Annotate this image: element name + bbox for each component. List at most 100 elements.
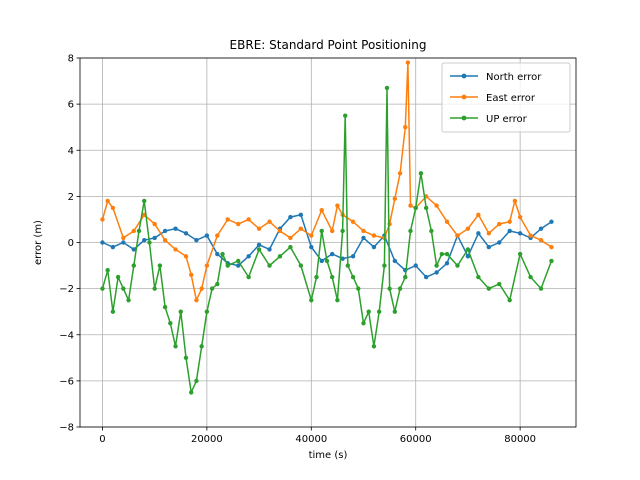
data-point <box>528 233 533 238</box>
data-point <box>350 274 356 280</box>
data-point <box>204 263 210 268</box>
data-point <box>288 214 293 220</box>
y-tick-label: 6 <box>68 100 74 111</box>
data-point <box>152 286 157 291</box>
data-point <box>329 251 335 257</box>
data-point <box>413 263 418 268</box>
data-point <box>100 286 105 291</box>
data-point <box>413 205 418 211</box>
data-point <box>486 286 492 291</box>
y-tick-label: −2 <box>59 284 74 295</box>
data-point <box>403 124 408 130</box>
data-point <box>538 237 544 243</box>
data-point <box>199 286 204 291</box>
data-point <box>246 217 251 222</box>
data-point <box>382 263 387 268</box>
y-tick-label: −6 <box>59 376 74 387</box>
data-point <box>549 258 554 264</box>
y-tick-label: 0 <box>68 238 74 249</box>
data-point <box>434 263 439 268</box>
data-point <box>194 297 199 303</box>
data-point <box>392 196 398 201</box>
data-point <box>486 244 492 250</box>
data-point <box>350 219 356 224</box>
legend-marker <box>461 115 467 121</box>
data-point <box>319 228 324 234</box>
data-point <box>486 231 492 236</box>
legend-label: UP error <box>486 114 528 125</box>
data-point <box>152 221 157 227</box>
data-point <box>434 270 439 275</box>
y-tick-label: 2 <box>68 192 74 203</box>
data-point <box>507 297 512 303</box>
data-point <box>131 247 136 252</box>
data-point <box>136 228 142 234</box>
data-point <box>366 309 371 314</box>
data-point <box>387 286 392 291</box>
data-point <box>423 205 429 211</box>
data-point <box>345 263 351 268</box>
data-point <box>225 217 230 222</box>
data-point <box>434 203 439 208</box>
data-point <box>121 235 126 241</box>
series-up-error <box>100 85 554 396</box>
data-point <box>215 251 220 257</box>
data-point <box>110 309 116 314</box>
data-point <box>267 247 272 252</box>
data-point <box>194 378 199 384</box>
x-axis-label: time (s) <box>309 450 348 461</box>
data-point <box>517 231 523 236</box>
series-east-error <box>100 60 554 303</box>
y-tick-label: −8 <box>59 423 74 434</box>
data-point <box>199 344 204 349</box>
data-point <box>335 203 340 208</box>
data-point <box>392 258 398 264</box>
data-point <box>189 272 194 277</box>
data-point <box>131 263 136 268</box>
data-point <box>324 258 330 264</box>
data-point <box>168 321 173 326</box>
data-point <box>183 254 189 259</box>
data-point <box>423 274 429 280</box>
data-point <box>319 208 324 213</box>
data-point <box>512 198 518 204</box>
data-point <box>100 240 105 245</box>
data-point <box>131 228 136 234</box>
data-point <box>309 297 314 303</box>
data-point <box>288 235 293 241</box>
data-point <box>246 254 251 259</box>
data-point <box>376 309 382 314</box>
data-point <box>314 274 319 280</box>
data-point <box>162 228 168 234</box>
data-point <box>157 263 163 268</box>
data-point <box>183 355 189 361</box>
data-point <box>173 247 178 252</box>
data-point <box>215 281 220 287</box>
data-point <box>115 274 121 280</box>
data-point <box>455 233 460 238</box>
data-point <box>455 263 460 268</box>
data-point <box>340 228 345 234</box>
data-point <box>110 205 116 211</box>
data-point <box>343 113 348 118</box>
legend-label: East error <box>486 93 536 104</box>
data-point <box>361 235 366 241</box>
data-point <box>309 233 314 238</box>
data-point <box>235 221 241 227</box>
data-point <box>267 263 272 268</box>
legend-marker <box>461 73 467 79</box>
data-point <box>444 251 450 257</box>
data-point <box>298 263 304 268</box>
data-point <box>403 274 408 280</box>
x-tick-label: 60000 <box>400 434 432 445</box>
data-point <box>277 228 283 234</box>
data-point <box>476 274 481 280</box>
data-point <box>204 233 210 238</box>
data-point <box>100 217 105 222</box>
data-point <box>142 237 147 243</box>
data-point <box>121 286 126 291</box>
x-tick-label: 20000 <box>191 434 223 445</box>
x-tick-label: 80000 <box>504 434 536 445</box>
data-point <box>408 203 413 208</box>
